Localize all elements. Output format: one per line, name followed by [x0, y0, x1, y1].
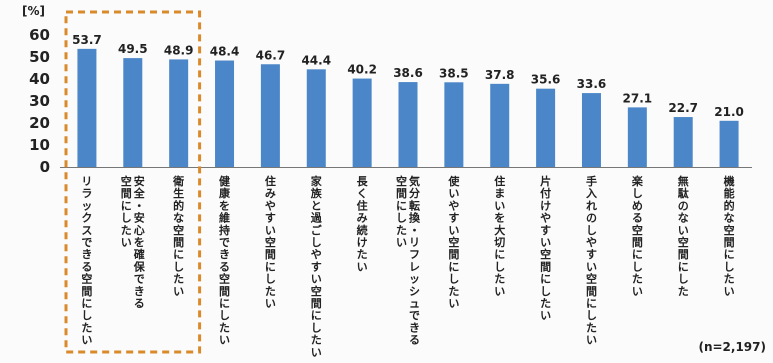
category-label: 家族と過ごしやすい空間にしたい: [310, 174, 323, 359]
bar: [215, 60, 235, 167]
bar: [719, 120, 739, 167]
bar-value-label: 49.5: [118, 42, 148, 56]
bar-value-label: 53.7: [72, 33, 102, 47]
category-label: 機能的な空間にしたい: [724, 174, 735, 298]
category-label: 使いやすい空間にしたい: [447, 174, 460, 310]
bar: [123, 58, 143, 167]
bar-value-label: 48.9: [164, 43, 194, 57]
bar-value-label: 38.6: [393, 66, 423, 80]
bar-value-label: 48.4: [210, 45, 240, 59]
y-tick-label: 30: [29, 92, 50, 110]
bar: [398, 82, 418, 167]
category-label: 空間にしたい: [396, 174, 407, 249]
bar: [169, 59, 189, 167]
category-label: リラックスできる空間にしたい: [81, 175, 92, 347]
bar-value-label: 44.4: [301, 53, 331, 67]
bar-value-label: 22.7: [668, 101, 698, 115]
bar: [260, 64, 280, 167]
bar-value-label: 37.8: [485, 68, 515, 82]
category-label: 手入れのしやすい空間にしたい: [586, 174, 597, 347]
bar: [490, 83, 510, 167]
bar: [581, 93, 601, 167]
category-label: 衛生的な空間にしたい: [172, 174, 184, 298]
category-label: 住みやすい空間にしたい: [265, 174, 276, 310]
category-label: 住まいを大切にしたい: [494, 174, 505, 298]
highlight-box: [64, 10, 202, 354]
bar: [536, 88, 556, 167]
bar-value-label: 33.6: [577, 77, 607, 91]
category-label: 気分転換・リフレッシュできる: [409, 174, 421, 347]
category-label: 片付けやすい空間にしたい: [540, 174, 551, 322]
bar-value-label: 27.1: [623, 91, 653, 105]
bar-value-label: 38.5: [439, 66, 469, 80]
category-label: 空間にしたい: [121, 174, 132, 249]
sample-size-note: (n=2,197): [698, 340, 766, 354]
bar-value-label: 40.2: [347, 63, 377, 77]
category-label: 長く住み続けたい: [357, 175, 369, 273]
bar: [444, 82, 464, 167]
category-label: 健康を維持できる空間にしたい: [219, 174, 231, 347]
bar-value-label: 35.6: [531, 73, 561, 87]
bar: [673, 117, 693, 167]
category-label: 無駄のない空間にした: [678, 174, 690, 298]
y-tick-label: 60: [29, 26, 50, 44]
category-label: 安全・安心を確保できる: [133, 174, 146, 310]
bar: [77, 48, 97, 167]
y-tick-label: 50: [29, 48, 50, 66]
y-tick-label: 10: [29, 136, 50, 154]
bar: [627, 107, 647, 167]
bar: [352, 78, 372, 167]
bar: [306, 69, 326, 167]
bar-value-label: 21.0: [714, 105, 744, 119]
unit-label: [%]: [22, 4, 45, 18]
y-tick-label: 20: [29, 114, 50, 132]
bar-value-label: 46.7: [256, 48, 286, 62]
y-tick-label: 0: [40, 158, 50, 176]
category-label: 楽しめる空間にしたい: [631, 174, 644, 298]
y-tick-label: 40: [29, 70, 50, 88]
